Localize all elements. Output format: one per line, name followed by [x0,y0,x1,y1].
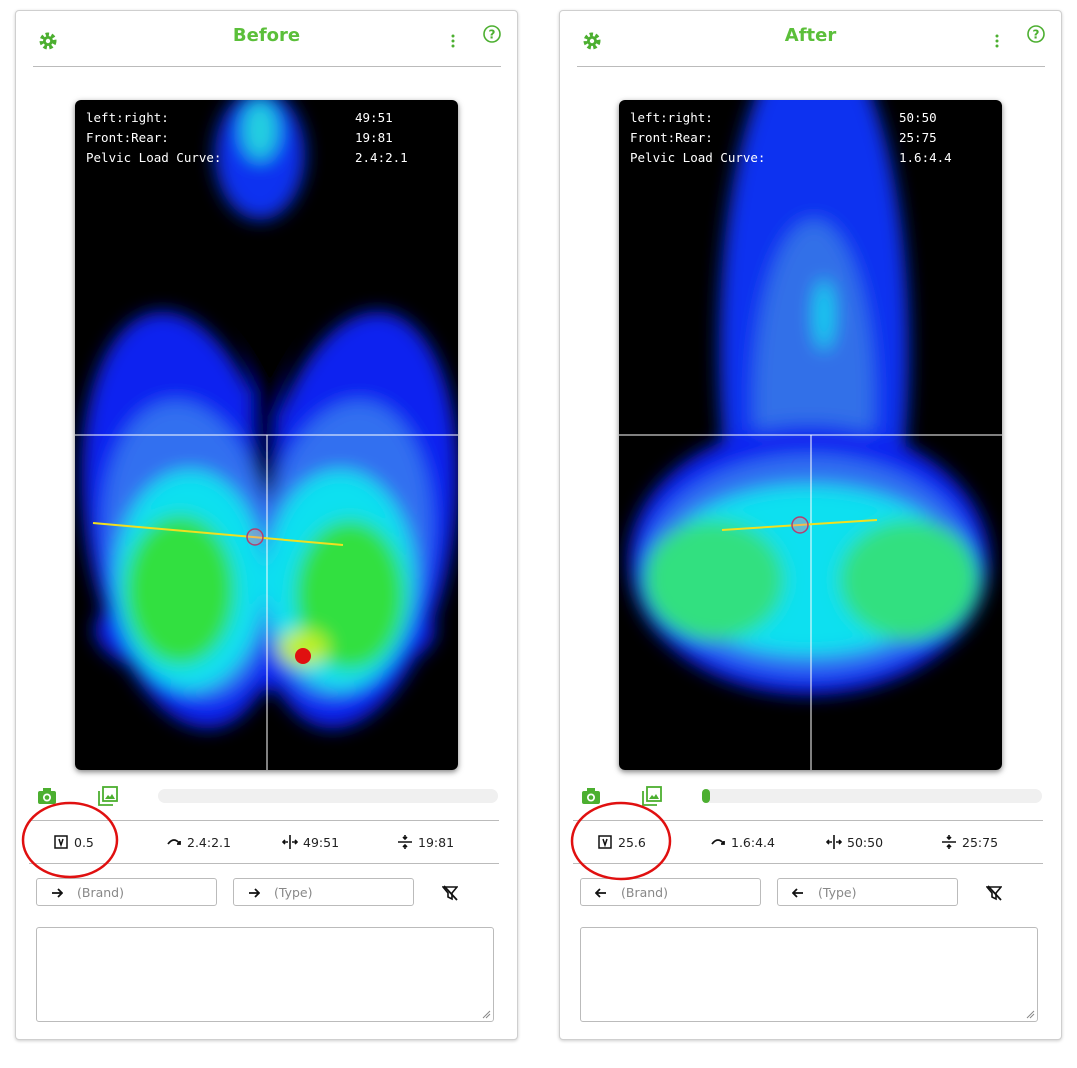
text-input[interactable]: (Type) [233,878,414,906]
placeholder: (Brand) [621,885,668,900]
arrow-icon [249,888,260,898]
divider [577,66,1045,67]
help-button[interactable]: ? [1026,24,1046,44]
overlay-label: Front:Rear: [630,130,713,145]
stat-icon [711,839,725,845]
overlay-label: Pelvic Load Curve: [630,150,766,165]
overlay-value: 50:50 [899,110,937,125]
panel: After ? left:right: 50:50 Front:Rear: 25:… [559,10,1062,1040]
gallery-button[interactable] [642,786,662,806]
clear-filter-button[interactable] [986,885,1002,901]
hotspot [295,648,311,664]
menu-button[interactable] [994,33,1000,49]
balance-line [92,522,344,546]
stat-value: 25.6 [618,835,646,850]
text-input[interactable]: (Brand) [36,878,217,906]
settings-button[interactable] [582,31,602,51]
heatmap [619,100,1002,770]
panel-title: After [784,25,837,46]
divider [33,66,501,67]
camera-button[interactable] [37,787,57,805]
overlay-label: Pelvic Load Curve: [86,150,222,165]
stat-icon [598,835,612,849]
center-point [246,528,264,546]
divider [573,863,1043,864]
overlay-label: Front:Rear: [86,130,169,145]
overlay-label: left:right: [86,110,169,125]
panel-title: Before [232,25,301,46]
divider [29,863,499,864]
notes-textarea[interactable] [36,927,494,1022]
resize-handle [1026,1010,1035,1019]
overlay-value: 25:75 [899,130,937,145]
svg-text:?: ? [489,28,496,42]
divider [29,820,499,821]
gallery-button[interactable] [98,786,118,806]
placeholder: (Type) [818,885,857,900]
stat-value: 0.5 [74,835,94,850]
pressure-map: left:right: 49:51 Front:Rear: 19:81 Pelvic… [75,100,458,770]
text-input[interactable]: (Type) [777,878,958,906]
divider [573,820,1043,821]
stat-icon [282,835,298,849]
stat-value: 25:75 [962,835,999,850]
clear-filter-button[interactable] [442,885,458,901]
notes-textarea[interactable] [580,927,1038,1022]
arrow-icon [52,888,63,898]
stat-value: 49:51 [303,835,340,850]
stat-value: 2.4:2.1 [187,835,231,850]
arrow-icon [792,888,803,898]
placeholder: (Type) [274,885,313,900]
overlay-value: 49:51 [355,110,393,125]
stat-icon [54,835,68,849]
overlay-value: 19:81 [355,130,393,145]
center-point [791,516,809,534]
help-button[interactable]: ? [482,24,502,44]
stat-icon [167,839,181,845]
balance-line [721,519,878,531]
svg-text:?: ? [1033,28,1040,42]
text-input[interactable]: (Brand) [580,878,761,906]
arrow-icon [595,888,606,898]
stat-value: 19:81 [418,835,455,850]
resize-handle [482,1010,491,1019]
stat-icon [942,835,956,849]
stat-icon [398,835,412,849]
panel: Before ? left:right: 49:51 Front:Rear: 19… [15,10,518,1040]
overlay-label: left:right: [630,110,713,125]
progress-bar [158,789,498,803]
menu-button[interactable] [450,33,456,49]
camera-button[interactable] [581,787,601,805]
stat-icon [826,835,842,849]
progress-bar [702,789,1042,803]
pressure-map: left:right: 50:50 Front:Rear: 25:75 Pelvic… [619,100,1002,770]
overlay-value: 2.4:2.1 [355,150,408,165]
placeholder: (Brand) [77,885,124,900]
heatmap [75,100,458,770]
settings-button[interactable] [38,31,58,51]
stat-value: 50:50 [847,835,884,850]
overlay-value: 1.6:4.4 [899,150,952,165]
stat-value: 1.6:4.4 [731,835,775,850]
